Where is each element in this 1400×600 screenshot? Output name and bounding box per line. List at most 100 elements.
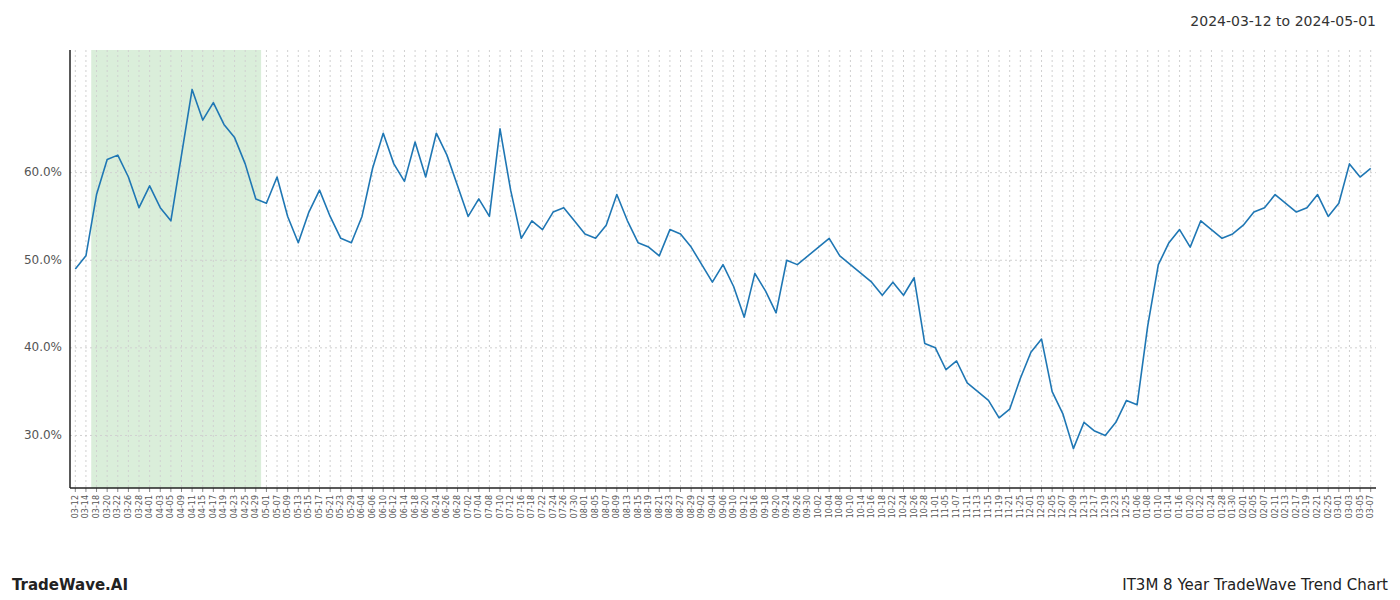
x-grid-line — [712, 50, 713, 488]
x-grid-line — [415, 50, 416, 488]
x-grid-line — [733, 50, 734, 488]
x-tick-label: 09-10 — [729, 495, 738, 518]
x-grid-line — [807, 50, 808, 488]
x-grid-line — [574, 50, 575, 488]
x-tick-label: 06-12 — [389, 495, 398, 518]
x-grid-line — [223, 50, 224, 488]
x-tick-label: 07-18 — [527, 495, 536, 518]
x-tick-label: 03-20 — [103, 495, 112, 518]
x-tick-label: 11-05 — [941, 495, 950, 518]
x-grid-line — [213, 50, 214, 488]
x-grid-line — [680, 50, 681, 488]
x-tick-label: 01-28 — [1218, 495, 1227, 518]
x-tick-label: 01-24 — [1207, 495, 1216, 518]
x-grid-line — [255, 50, 256, 488]
x-grid-line — [139, 50, 140, 488]
x-grid-line — [754, 50, 755, 488]
x-tick-label: 07-08 — [485, 495, 494, 518]
x-grid-line — [510, 50, 511, 488]
x-grid-line — [977, 50, 978, 488]
x-grid-line — [638, 50, 639, 488]
x-tick-label: 12-13 — [1080, 495, 1089, 518]
x-tick-label: 05-07 — [273, 495, 282, 518]
x-grid-line — [924, 50, 925, 488]
x-tick-label: 12-23 — [1111, 495, 1120, 518]
x-tick-label: 07-02 — [464, 495, 473, 518]
x-grid-line — [457, 50, 458, 488]
x-tick-label: 10-16 — [867, 495, 876, 518]
x-grid-line — [1296, 50, 1297, 488]
x-tick-label: 11-01 — [931, 495, 940, 518]
x-grid-line — [659, 50, 660, 488]
x-grid-line — [489, 50, 490, 488]
x-grid-line — [882, 50, 883, 488]
x-grid-line — [945, 50, 946, 488]
x-grid-line — [1168, 50, 1169, 488]
x-tick-label: 04-23 — [230, 495, 239, 518]
x-grid-line — [1253, 50, 1254, 488]
x-grid-line — [1009, 50, 1010, 488]
x-grid-line — [648, 50, 649, 488]
x-tick-label: 10-02 — [814, 495, 823, 518]
x-grid-line — [691, 50, 692, 488]
x-tick-label: 12-07 — [1058, 495, 1067, 518]
x-tick-label: 03-28 — [135, 495, 144, 518]
x-grid-line — [1349, 50, 1350, 488]
x-grid-line — [277, 50, 278, 488]
x-tick-label: 08-09 — [612, 495, 621, 518]
x-grid-line — [404, 50, 405, 488]
x-tick-label: 01-20 — [1186, 495, 1195, 518]
x-tick-label: 01-10 — [1154, 495, 1163, 518]
y-grid-line — [70, 347, 1376, 348]
x-tick-label: 07-30 — [570, 495, 579, 518]
x-tick-label: 11-15 — [984, 495, 993, 518]
x-tick-label: 04-17 — [209, 495, 218, 518]
x-grid-line — [786, 50, 787, 488]
x-grid-line — [1020, 50, 1021, 488]
x-grid-line — [170, 50, 171, 488]
x-tick-label: 02-25 — [1324, 495, 1333, 518]
x-tick-label: 10-18 — [878, 495, 887, 518]
x-tick-label: 05-17 — [315, 495, 324, 518]
x-tick-label: 06-18 — [411, 495, 420, 518]
x-grid-line — [1264, 50, 1265, 488]
x-tick-label: 12-17 — [1090, 495, 1099, 518]
x-tick-label: 07-16 — [517, 495, 526, 518]
x-tick-label: 12-09 — [1069, 495, 1078, 518]
x-grid-line — [999, 50, 1000, 488]
x-tick-label: 10-26 — [910, 495, 919, 518]
x-grid-line — [149, 50, 150, 488]
x-grid-line — [351, 50, 352, 488]
x-grid-line — [500, 50, 501, 488]
x-grid-line — [1190, 50, 1191, 488]
x-grid-line — [744, 50, 745, 488]
x-tick-label: 09-20 — [772, 495, 781, 518]
x-grid-line — [797, 50, 798, 488]
x-tick-label: 03-12 — [71, 495, 80, 518]
x-grid-line — [1126, 50, 1127, 488]
x-tick-label: 02-21 — [1313, 495, 1322, 518]
x-tick-label: 07-04 — [474, 495, 483, 518]
y-tick-label: 30.0% — [24, 428, 62, 442]
x-grid-line — [393, 50, 394, 488]
x-tick-label: 05-13 — [294, 495, 303, 518]
x-grid-line — [829, 50, 830, 488]
x-tick-label: 08-07 — [602, 495, 611, 518]
x-tick-label: 02-05 — [1249, 495, 1258, 518]
x-grid-line — [903, 50, 904, 488]
x-grid-line — [107, 50, 108, 488]
x-tick-label: 03-01 — [1334, 495, 1343, 518]
x-grid-line — [839, 50, 840, 488]
x-tick-label: 04-19 — [219, 495, 228, 518]
x-tick-label: 01-22 — [1196, 495, 1205, 518]
x-grid-line — [436, 50, 437, 488]
x-grid-line — [701, 50, 702, 488]
x-grid-line — [1232, 50, 1233, 488]
x-tick-label: 09-06 — [719, 495, 728, 518]
x-tick-label: 04-03 — [156, 495, 165, 518]
x-tick-label: 01-14 — [1164, 495, 1173, 518]
x-grid-line — [563, 50, 564, 488]
x-tick-label: 04-01 — [145, 495, 154, 518]
x-tick-label: 03-07 — [1366, 495, 1375, 518]
x-tick-label: 02-19 — [1302, 495, 1311, 518]
